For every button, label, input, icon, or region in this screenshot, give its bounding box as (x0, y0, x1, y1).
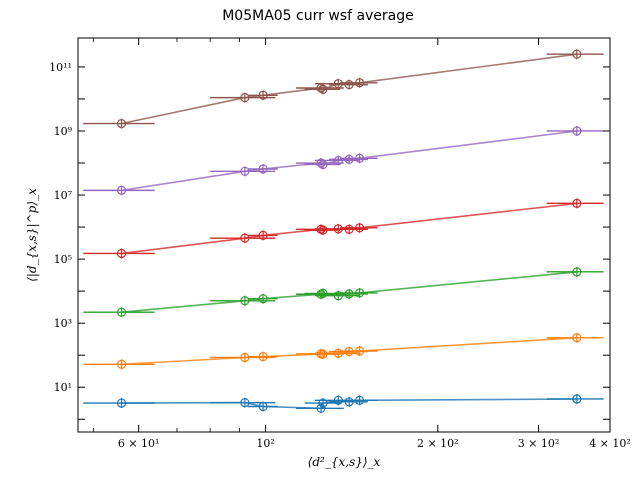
data-point (318, 398, 328, 408)
y-axis-label: ⟨|d_{x,s}|^p⟩_x (25, 188, 39, 282)
data-point (258, 294, 268, 304)
data-point (258, 230, 268, 240)
x-axis-label: ⟨d²_{x,s}⟩_x (308, 455, 381, 469)
data-point (355, 395, 365, 405)
data-point (355, 288, 365, 298)
data-point (240, 398, 250, 408)
data-point (572, 333, 582, 343)
data-point (258, 90, 268, 100)
data-point (240, 166, 250, 176)
data-point (240, 93, 250, 103)
data-point (116, 248, 127, 259)
data-point (116, 359, 127, 369)
data-point (116, 398, 127, 408)
data-point (258, 352, 268, 362)
data-point (344, 289, 354, 299)
data-point (355, 78, 365, 88)
series-1 (83, 332, 604, 370)
x-tick-label: 4 × 10² (589, 437, 631, 450)
data-point (355, 346, 365, 356)
data-point (318, 84, 328, 94)
data-point (318, 288, 328, 298)
data-point (318, 349, 328, 359)
data-point (318, 225, 328, 235)
chart-title: M05MA05 curr wsf average (222, 8, 414, 24)
data-point (355, 153, 365, 163)
series-0 (83, 393, 604, 414)
series-3 (83, 198, 604, 259)
y-tick-label: 10³ (54, 317, 72, 330)
data-point (258, 164, 268, 174)
data-point (355, 223, 365, 233)
data-point (116, 185, 127, 195)
axes-frame (77, 37, 611, 433)
y-tick-label: 10¹¹ (49, 61, 72, 74)
data-point (258, 401, 268, 412)
data-point (344, 80, 354, 90)
x-tick-label: 3 × 10² (518, 437, 560, 450)
y-tick-label: 10¹ (54, 381, 72, 394)
series-2 (83, 266, 604, 318)
data-point (572, 49, 582, 59)
data-point (572, 198, 582, 208)
data-point (344, 224, 354, 234)
data-point (344, 154, 354, 164)
axis-ticks: 6 × 10¹ 10² 2 × 10² 3 × 10² 4 × 10² 10¹ 10³ 10⁵… (49, 38, 631, 450)
data-point (333, 291, 343, 301)
series-5 (83, 49, 604, 129)
data-point (344, 397, 354, 407)
x-tick-label: 6 × 10¹ (118, 437, 160, 450)
data-point (572, 267, 582, 277)
y-tick-label: 10⁹ (54, 125, 73, 138)
data-point (333, 348, 343, 358)
data-point (240, 352, 250, 363)
plot-area (83, 49, 604, 414)
data-point (240, 296, 250, 306)
data-point (333, 155, 343, 166)
data-point (240, 233, 250, 243)
series-4 (83, 125, 604, 196)
data-point (116, 307, 127, 317)
data-point (572, 394, 582, 404)
x-tick-label: 2 × 10² (417, 437, 459, 450)
data-point (316, 403, 326, 413)
data-point (116, 119, 127, 129)
data-point (316, 158, 326, 168)
y-tick-label: 10⁷ (54, 189, 73, 202)
data-point (572, 126, 582, 136)
data-point (333, 79, 343, 89)
y-tick-label: 10⁵ (54, 253, 72, 266)
x-tick-label: 10² (256, 437, 274, 450)
